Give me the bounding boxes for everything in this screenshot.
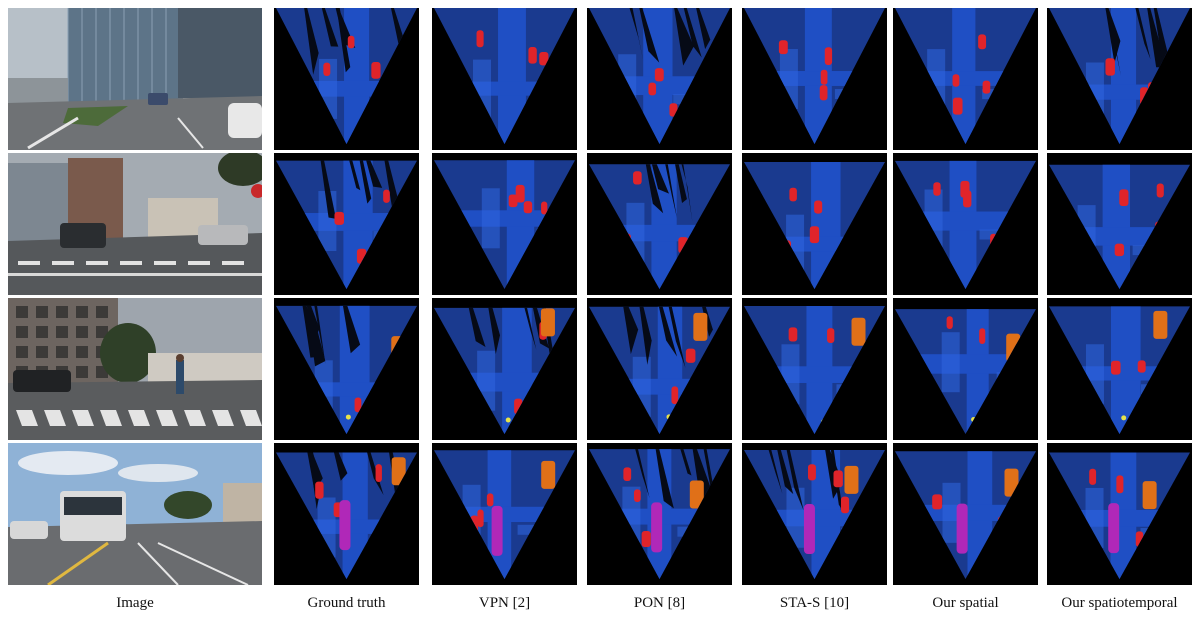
segmentation-map	[587, 8, 732, 150]
bev-map-ground-truth	[274, 443, 419, 585]
segmentation-map	[1047, 8, 1192, 150]
bev-map-our-spatiotemporal	[1047, 443, 1192, 585]
segmentation-map	[893, 443, 1038, 585]
segmentation-map	[742, 443, 887, 585]
scene-crosswalk-with-pedestrian	[8, 298, 262, 440]
bev-map-our-spatial	[893, 8, 1038, 150]
bev-map-our-spatial	[893, 153, 1038, 295]
bev-map-sta-s	[742, 8, 887, 150]
column-label-vpn: VPN [2]	[478, 595, 531, 611]
segmentation-map	[274, 298, 419, 440]
segmentation-map	[587, 153, 732, 295]
segmentation-map	[893, 153, 1038, 295]
bev-map-our-spatiotemporal	[1047, 8, 1192, 150]
segmentation-map	[587, 443, 732, 585]
camera-image	[8, 153, 262, 295]
segmentation-map	[893, 8, 1038, 150]
segmentation-map	[274, 443, 419, 585]
segmentation-map	[432, 8, 577, 150]
bev-map-ground-truth	[274, 8, 419, 150]
column-label-our-spatiotemporal: Our spatiotemporal	[1061, 595, 1178, 611]
segmentation-map	[1047, 298, 1192, 440]
column-label-our-spatial: Our spatial	[932, 595, 999, 611]
bev-map-vpn	[432, 443, 577, 585]
bev-map-sta-s	[742, 298, 887, 440]
bev-map-vpn	[432, 153, 577, 295]
column-label-image: Image	[116, 595, 154, 611]
segmentation-map	[432, 298, 577, 440]
scene-road-with-bus	[8, 443, 262, 585]
segmentation-map	[1047, 443, 1192, 585]
bev-map-pon	[587, 298, 732, 440]
camera-image	[8, 8, 262, 150]
bev-map-sta-s	[742, 443, 887, 585]
bev-map-pon	[587, 443, 732, 585]
bev-map-vpn	[432, 8, 577, 150]
segmentation-map	[432, 153, 577, 295]
segmentation-map	[742, 298, 887, 440]
segmentation-map	[1047, 153, 1192, 295]
segmentation-map	[274, 153, 419, 295]
segmentation-map	[742, 8, 887, 150]
bev-map-ground-truth	[274, 153, 419, 295]
camera-image	[8, 443, 262, 585]
bev-map-our-spatial	[893, 443, 1038, 585]
bev-map-sta-s	[742, 153, 887, 295]
camera-image	[8, 298, 262, 440]
segmentation-map	[742, 153, 887, 295]
scene-intersection-with-cars	[8, 153, 262, 295]
segmentation-map	[893, 298, 1038, 440]
column-label-sta-s: STA-S [10]	[779, 595, 850, 611]
bev-map-our-spatial	[893, 298, 1038, 440]
segmentation-map	[274, 8, 419, 150]
bev-map-our-spatiotemporal	[1047, 298, 1192, 440]
column-label-ground-truth: Ground truth	[307, 595, 386, 611]
segmentation-map	[432, 443, 577, 585]
bev-map-our-spatiotemporal	[1047, 153, 1192, 295]
bev-map-ground-truth	[274, 298, 419, 440]
bev-map-pon	[587, 153, 732, 295]
bev-map-vpn	[432, 298, 577, 440]
segmentation-map	[587, 298, 732, 440]
column-label-pon: PON [8]	[633, 595, 686, 611]
scene-street-with-glass-building	[8, 8, 262, 150]
bev-map-pon	[587, 8, 732, 150]
